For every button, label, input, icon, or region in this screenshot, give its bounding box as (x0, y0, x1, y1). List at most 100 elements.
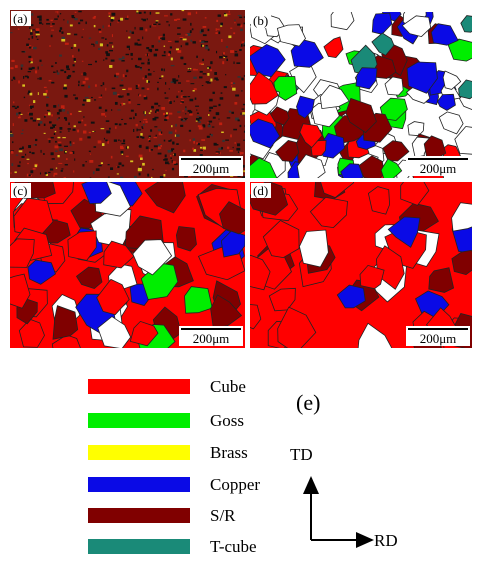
speckle (63, 19, 64, 20)
speckle (245, 171, 249, 174)
speckle (129, 118, 132, 120)
speckle (95, 41, 98, 44)
speckle (139, 94, 141, 96)
speckle (81, 37, 83, 38)
speckle (136, 66, 140, 68)
speckle (84, 124, 86, 126)
speckle (156, 135, 157, 137)
speckle (174, 153, 176, 156)
speckle (240, 113, 241, 115)
speckle (231, 112, 234, 114)
speckle (139, 12, 142, 14)
speckle (145, 121, 147, 123)
speckle (232, 88, 235, 91)
speckle (21, 156, 24, 158)
speckle (58, 117, 59, 119)
speckle (11, 60, 14, 62)
speckle (150, 110, 152, 111)
speckle (53, 72, 56, 73)
speckle (238, 15, 242, 16)
speckle (180, 103, 182, 104)
speckle (106, 130, 110, 133)
speckle (113, 92, 117, 95)
speckle (178, 82, 181, 83)
speckle (41, 150, 42, 153)
speckle (152, 45, 154, 48)
speckle (111, 60, 115, 62)
speckle (150, 12, 151, 15)
speckle (149, 135, 151, 137)
speckle (51, 152, 54, 155)
speckle (243, 45, 246, 47)
panel-label: (d) (253, 183, 268, 198)
speckle (22, 129, 23, 131)
speckle (123, 74, 125, 77)
speckle (61, 39, 65, 42)
speckle (218, 14, 221, 16)
speckle (40, 15, 42, 18)
speckle (237, 24, 240, 26)
speckle (48, 139, 51, 140)
speckle (80, 20, 83, 22)
speckle (229, 111, 231, 113)
speckle (200, 147, 202, 149)
speckle (208, 29, 210, 31)
speckle (128, 101, 130, 103)
speckle (66, 158, 68, 160)
grain (185, 287, 213, 314)
speckle (44, 133, 46, 134)
speckle (139, 155, 143, 158)
speckle (122, 89, 125, 90)
legend-label: Goss (210, 411, 244, 430)
speckle (112, 34, 113, 37)
speckle (81, 74, 82, 75)
speckle (185, 113, 186, 114)
speckle (133, 117, 134, 119)
speckle (30, 108, 32, 109)
speckle (10, 131, 11, 134)
speckle (109, 42, 113, 43)
speckle (33, 47, 37, 49)
speckle (242, 112, 245, 115)
speckle (105, 51, 108, 53)
speckle (106, 120, 109, 122)
speckle (29, 113, 33, 116)
speckle (242, 108, 245, 109)
speckle (134, 176, 137, 178)
speckle (154, 117, 156, 118)
legend-swatch (88, 379, 190, 394)
speckle (48, 172, 50, 173)
speckle (75, 97, 78, 99)
speckle (209, 121, 212, 123)
speckle (112, 46, 113, 48)
speckle (15, 171, 17, 173)
speckle (165, 97, 169, 98)
speckle (165, 82, 166, 85)
speckle (205, 46, 208, 49)
speckle (193, 138, 195, 141)
speckle (28, 56, 31, 58)
speckle (173, 161, 176, 164)
speckle (66, 65, 69, 68)
speckle (94, 16, 96, 18)
speckle (46, 90, 48, 93)
speckle (111, 109, 112, 111)
speckle (68, 128, 71, 130)
speckle (176, 48, 179, 50)
speckle (182, 120, 186, 121)
legend-swatch (88, 413, 190, 428)
speckle (178, 75, 179, 78)
speckle (115, 126, 116, 128)
speckle (88, 64, 92, 65)
speckle (144, 97, 148, 100)
speckle (136, 124, 138, 126)
speckle (140, 67, 142, 69)
speckle (77, 130, 79, 133)
speckle (180, 125, 183, 127)
speckle (200, 71, 203, 73)
speckle (169, 131, 173, 133)
speckle (22, 146, 24, 149)
speckle (183, 18, 187, 20)
speckle (101, 37, 104, 38)
